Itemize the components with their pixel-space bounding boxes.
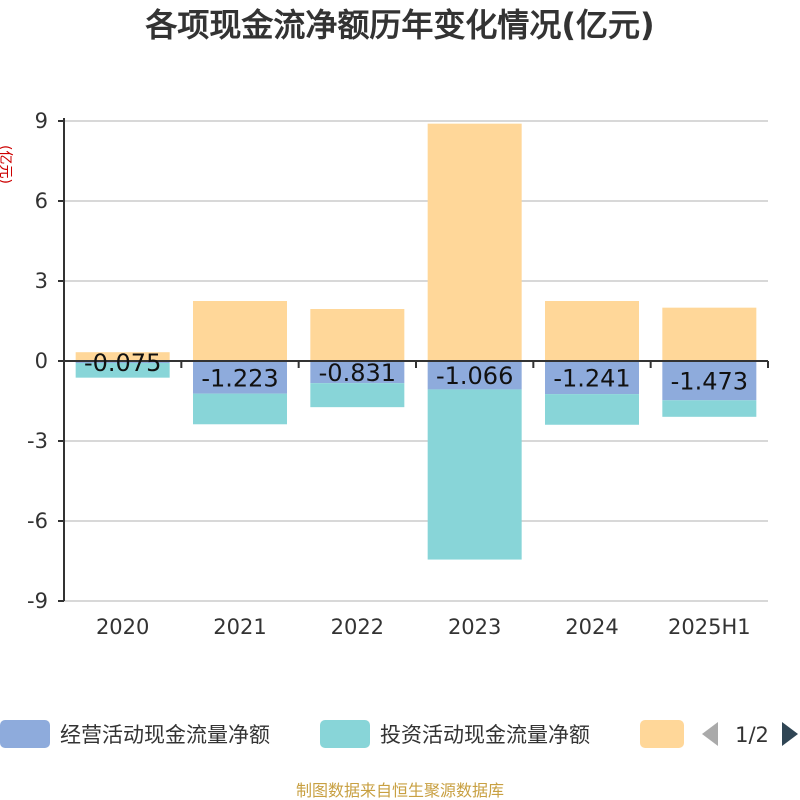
legend-page-indicator: 1/2 [735,723,769,747]
legend-prev-page-icon[interactable] [702,722,718,746]
legend-swatch-financing[interactable] [640,720,684,748]
legend-swatch-investing[interactable] [320,720,370,748]
bar[interactable] [193,361,287,394]
data-label: -1.473 [671,368,748,396]
grid-lines [64,120,768,602]
y-tick-label: 9 [35,109,48,133]
bar[interactable] [310,383,405,408]
data-label: -0.831 [319,359,396,387]
bar[interactable] [75,363,170,378]
y-tick-label: -3 [27,429,48,453]
data-label: -1.223 [201,364,278,392]
bar[interactable] [310,361,405,384]
axes [58,118,769,602]
bar[interactable] [193,393,287,425]
y-tick-labels: 9 6 3 0 -3 -6 -9 [27,109,48,613]
x-tick-labels: 2020 2021 2022 2023 2024 2025H1 [96,615,751,639]
bar[interactable] [545,394,639,425]
data-label: -1.241 [553,365,630,393]
bar[interactable] [427,123,522,362]
x-tick-label: 2023 [448,615,501,639]
bar[interactable] [662,361,757,401]
x-tick-label: 2020 [96,615,149,639]
x-tick-label: 2025H1 [668,615,751,639]
y-tick-label: -6 [27,509,48,533]
legend-label-operating[interactable]: 经营活动现金流量净额 [60,723,270,747]
bar[interactable] [545,361,639,395]
x-tick-label: 2022 [331,615,384,639]
legend: 经营活动现金流量净额 投资活动现金流量净额 1/2 [0,720,798,748]
bar[interactable] [193,301,287,361]
bar[interactable] [427,389,522,560]
x-tick-label: 2024 [565,615,618,639]
bar[interactable] [75,352,170,361]
legend-label-investing[interactable]: 投资活动现金流量净额 [380,723,590,747]
data-label: -0.075 [84,349,161,377]
y-tick-label: 3 [35,269,48,293]
y-tick-label: 0 [35,349,48,373]
y-axis-unit-label: (亿元) [0,145,13,184]
x-tick-label: 2021 [213,615,266,639]
bar[interactable] [662,400,757,417]
data-source-note: 制图数据来自恒生聚源数据库 [296,781,504,800]
data-label: -1.066 [436,362,513,390]
bars [75,123,757,560]
bar[interactable] [427,361,522,390]
chart-title: 各项现金流净额历年变化情况(亿元) [145,6,654,44]
bar[interactable] [310,309,405,361]
data-labels: -0.075 -1.223 -0.831 -1.066 -1.241 -1.473 [84,349,748,396]
y-tick-label: 6 [35,189,48,213]
bar[interactable] [545,301,639,361]
legend-next-page-icon[interactable] [782,722,798,746]
bar[interactable] [662,307,757,361]
legend-swatch-operating[interactable] [0,720,50,748]
y-tick-label: -9 [27,589,48,613]
